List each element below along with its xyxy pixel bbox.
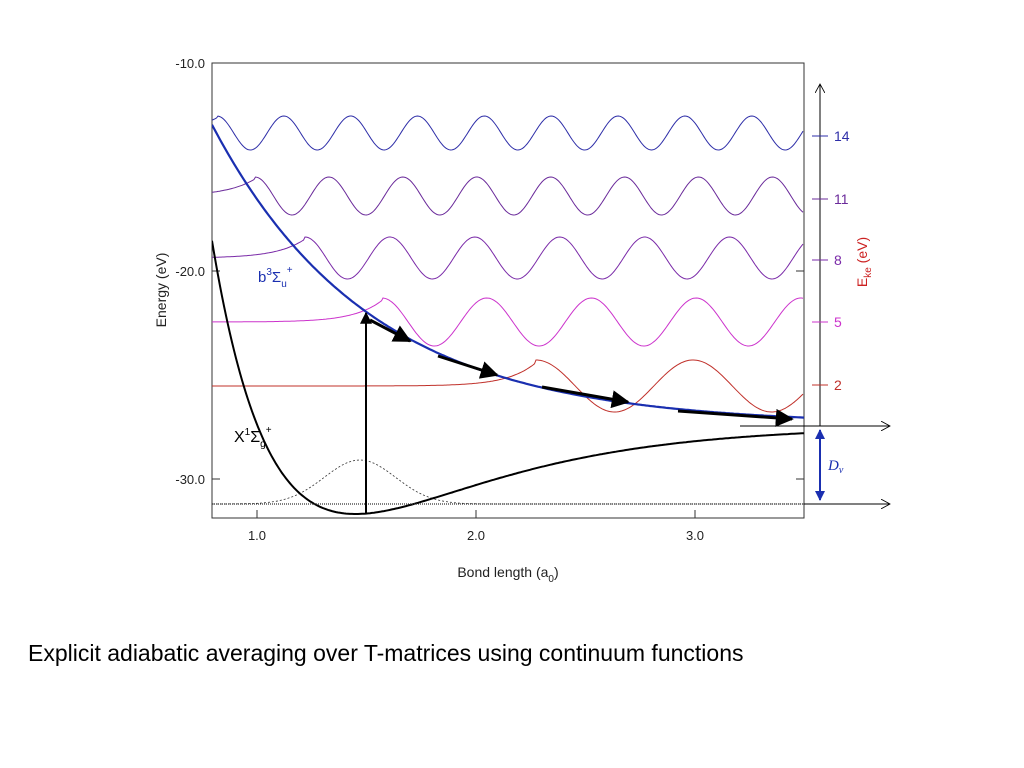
dissociation-energy-label: Dv — [827, 458, 844, 476]
ground-vibrational-wavefunction — [212, 459, 804, 505]
y-axis-title: Energy (eV) — [153, 253, 169, 328]
plot-frame — [211, 62, 805, 519]
kinetic-energy-axis-title: Eke (eV) — [854, 237, 874, 287]
y-tick-label: -10.0 — [175, 56, 205, 71]
level-ticks — [812, 135, 828, 386]
excited-sigma: Σ — [272, 269, 281, 286]
ke-title-end: (eV) — [854, 237, 870, 267]
continuum-wave-14 — [212, 115, 804, 151]
ground-sigma: Σ — [250, 429, 260, 446]
ground-main: X — [234, 429, 245, 446]
x-axis — [256, 510, 696, 518]
continuum-wave-5 — [212, 297, 804, 347]
ground-state-label: X1Σg+ — [234, 425, 272, 450]
ground-sub: g — [260, 439, 266, 450]
x-axis-title-sub: 0 — [548, 574, 554, 585]
dv-label-sub: v — [839, 465, 844, 476]
excited-state-potential-curve — [212, 124, 804, 419]
dissociation-arrows — [369, 318, 794, 427]
level-label-5: 5 — [834, 314, 842, 330]
dv-label-main: D — [827, 458, 839, 474]
ground-sup1: 1 — [245, 427, 251, 438]
x-axis-title-end: ) — [554, 564, 559, 580]
level-label-14: 14 — [834, 128, 850, 144]
ke-title-sub: ke — [863, 267, 874, 278]
excited-sub: u — [281, 279, 287, 290]
level-label-8: 8 — [834, 252, 842, 268]
continuum-wave-8 — [212, 236, 804, 280]
ground-state-potential-curve — [212, 240, 804, 515]
potential-energy-diagram: -10.0 -20.0 -30.0 1.0 2.0 3.0 Energy (eV… — [153, 56, 1024, 585]
excited-sup2: + — [287, 265, 293, 276]
x-tick-label: 3.0 — [686, 528, 704, 543]
y-axis — [212, 62, 804, 480]
excited-sup1: 3 — [266, 267, 272, 278]
continuum-wave-11 — [212, 176, 804, 216]
x-tick-label: 2.0 — [467, 528, 485, 543]
ke-title-main: E — [854, 278, 870, 287]
level-label-11: 11 — [834, 191, 849, 207]
y-tick-label: -30.0 — [175, 472, 205, 487]
ground-sup2: + — [266, 425, 272, 436]
y-tick-label: -20.0 — [175, 264, 205, 279]
slide-caption: Explicit adiabatic averaging over T-matr… — [28, 640, 744, 666]
level-label-2: 2 — [834, 377, 842, 393]
excited-state-label: b3Σu+ — [258, 265, 293, 290]
x-tick-label: 1.0 — [248, 528, 266, 543]
x-axis-title: Bond length (a0) — [457, 564, 558, 585]
excited-main: b — [258, 269, 266, 286]
continuum-wave-2 — [212, 359, 804, 413]
x-axis-title-main: Bond length (a — [457, 564, 548, 580]
